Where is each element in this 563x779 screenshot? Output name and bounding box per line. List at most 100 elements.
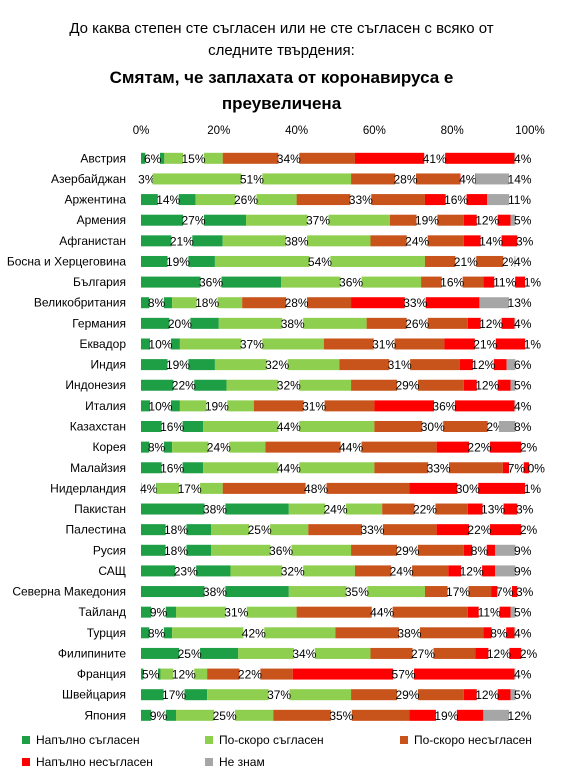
data-label-box	[414, 502, 436, 517]
category-label: Северна Македония	[12, 585, 126, 599]
data-label: 22%	[238, 668, 262, 682]
data-label: 24%	[390, 564, 414, 578]
data-label-box	[165, 543, 187, 558]
data-label: 29%	[395, 544, 419, 558]
data-label-box	[460, 171, 476, 186]
data-label: 5%	[514, 688, 532, 702]
data-label: 4%	[459, 172, 477, 186]
data-label: 33%	[403, 296, 427, 310]
category-label: Австрия	[80, 151, 126, 165]
data-label: 12%	[460, 564, 484, 578]
data-label: 22%	[467, 523, 491, 537]
data-label-box	[167, 254, 189, 269]
category-label: САЩ	[98, 564, 126, 578]
data-label: 7%	[496, 585, 514, 599]
data-label-box	[412, 646, 434, 661]
data-label: 21%	[170, 234, 194, 248]
data-label: 33%	[427, 461, 451, 475]
data-label-box	[509, 192, 530, 207]
data-label-box	[525, 336, 540, 351]
data-label-box	[330, 708, 352, 723]
data-label-box	[525, 275, 540, 290]
data-label: 4%	[514, 317, 532, 331]
chart-subtitle-line-1: Смятам, че заплахата от коронавируса е	[109, 68, 454, 87]
data-label-box	[163, 687, 185, 702]
data-label: 30%	[456, 482, 480, 496]
category-label: Тайланд	[79, 605, 126, 619]
data-label: 19%	[415, 214, 439, 228]
data-label-box	[515, 151, 530, 166]
legend-label: По-скоро несъгласен	[414, 733, 532, 747]
data-label: 4%	[514, 399, 532, 413]
bar-segment	[475, 173, 530, 185]
category-label: Русия	[93, 543, 126, 557]
data-label-box	[515, 254, 530, 269]
data-label-box	[428, 460, 450, 475]
chart-title-line-1: До каква степен сте съгласен или не сте …	[69, 20, 494, 37]
data-label: 21%	[473, 337, 497, 351]
data-label: 8%	[471, 544, 489, 558]
data-label: 7%	[508, 461, 526, 475]
data-label-box	[278, 378, 300, 393]
data-label: 14%	[508, 172, 532, 186]
data-label: 16%	[444, 193, 468, 207]
data-label-box	[515, 687, 530, 702]
data-label-box	[307, 213, 329, 228]
data-label-box	[494, 275, 516, 290]
data-label-box	[145, 151, 160, 166]
bar-segment	[483, 709, 530, 721]
data-label-box	[480, 316, 502, 331]
category-label: Италия	[85, 399, 126, 413]
bar-segment	[494, 544, 530, 556]
data-label: 51%	[240, 172, 264, 186]
data-label: 28%	[285, 296, 309, 310]
data-label-box	[243, 625, 265, 640]
data-label-box	[515, 398, 530, 413]
data-label-box	[529, 460, 544, 475]
data-label-box	[235, 192, 257, 207]
data-label-box	[488, 646, 510, 661]
category-label: Аржентина	[64, 193, 126, 207]
category-label: Еквадор	[79, 337, 126, 351]
data-label: 36%	[199, 276, 223, 290]
data-label-box	[472, 543, 487, 558]
data-label: 32%	[265, 358, 289, 372]
data-label-box	[305, 481, 327, 496]
data-label-box	[350, 192, 372, 207]
data-label-box	[491, 625, 507, 640]
data-label-box	[525, 481, 540, 496]
data-label: 38%	[285, 234, 309, 248]
data-label: 17%	[178, 482, 202, 496]
data-label-box	[268, 687, 290, 702]
chart-subtitle-line-2: преувеличена	[221, 94, 342, 113]
category-label: Армения	[77, 213, 126, 227]
data-label-box	[515, 605, 530, 620]
data-label: 48%	[304, 482, 328, 496]
data-label: 25%	[248, 523, 272, 537]
data-label-box	[282, 316, 304, 331]
data-label: 36%	[269, 544, 293, 558]
data-label-box	[422, 419, 444, 434]
data-label: 35%	[329, 709, 353, 723]
data-label: 19%	[205, 399, 229, 413]
data-label-box	[509, 295, 530, 310]
data-label-box	[472, 357, 494, 372]
data-label-box	[395, 171, 416, 186]
data-label-box	[509, 708, 530, 723]
data-label-box	[150, 336, 171, 351]
data-label-box	[204, 502, 226, 517]
data-label: 41%	[423, 152, 447, 166]
data-label-box	[183, 213, 204, 228]
data-label: 38%	[203, 503, 227, 517]
legend-swatch	[22, 758, 30, 766]
data-label-box	[149, 440, 164, 455]
category-label: Франция	[77, 667, 126, 681]
data-label-box	[509, 460, 524, 475]
data-label: 38%	[203, 585, 227, 599]
data-label: 12%	[172, 668, 196, 682]
data-label-box	[165, 522, 187, 537]
category-label: Филипините	[58, 646, 126, 660]
data-label: 8%	[148, 441, 166, 455]
bar-segment	[479, 297, 530, 309]
